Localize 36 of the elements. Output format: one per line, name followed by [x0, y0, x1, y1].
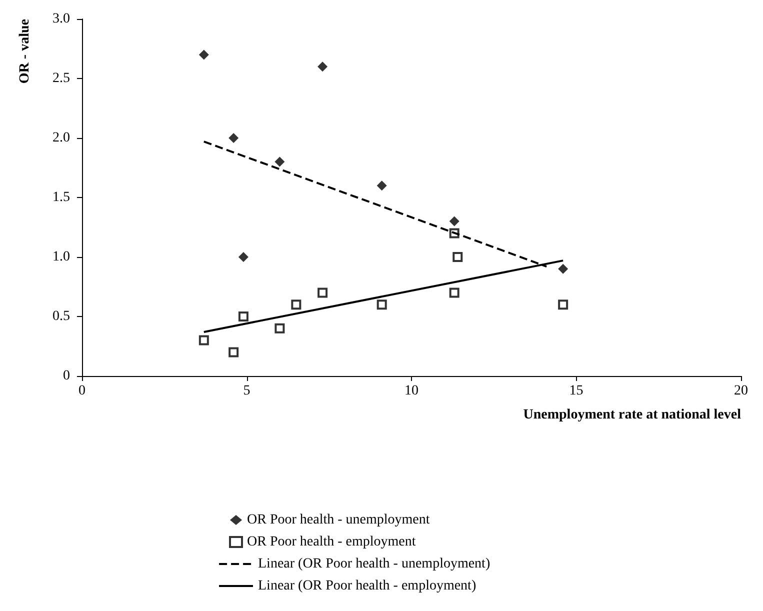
y-tick-label: 2.0 — [52, 130, 70, 146]
y-tick-label: 0 — [63, 368, 70, 384]
legend-label: OR Poor health - unemployment — [247, 512, 430, 528]
y-tick-label: 1.5 — [52, 190, 70, 205]
x-tick-label: 5 — [243, 384, 250, 398]
x-tick-label: 0 — [78, 384, 86, 398]
point — [376, 180, 387, 191]
x-tick-label: 10 — [404, 384, 418, 398]
y-tick-label: 1.0 — [52, 250, 70, 264]
legend-label: Linear (OR Poor health - employment) — [258, 578, 476, 594]
point — [198, 50, 209, 60]
y-tick-label: 3.0 — [52, 12, 70, 26]
point — [452, 252, 463, 262]
point — [318, 62, 328, 72]
y-tick-label: 0.5 — [52, 309, 70, 324]
point — [376, 300, 387, 310]
x-axis-title: Unemployment rate at national level — [523, 408, 742, 422]
legend-label: Linear (OR Poor health - unemployment) — [258, 556, 490, 572]
point — [318, 288, 328, 298]
point — [558, 300, 568, 310]
point — [449, 216, 460, 226]
x-tick-label: 20 — [734, 384, 748, 398]
y-tick-label: 2.5 — [52, 71, 70, 86]
x-tick-label: 15 — [569, 384, 584, 398]
point — [558, 264, 568, 274]
point — [228, 347, 239, 358]
point — [238, 252, 248, 262]
point — [238, 312, 248, 322]
point — [274, 323, 285, 334]
y-axis-title: OR - value — [18, 19, 32, 84]
point — [291, 300, 302, 310]
legend-label: OR Poor health - employment — [247, 534, 416, 550]
point — [274, 156, 285, 167]
point — [449, 288, 460, 298]
point — [198, 335, 209, 346]
point — [228, 133, 239, 143]
